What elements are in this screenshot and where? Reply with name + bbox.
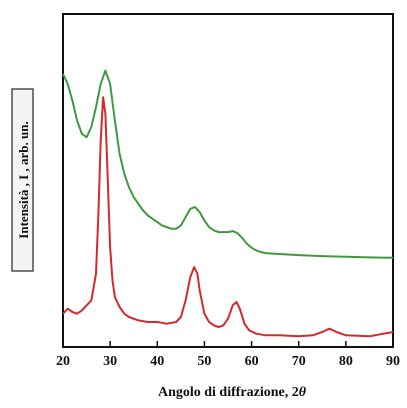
x-tick-label: 60 [245, 354, 259, 369]
y-axis-label: Intensità , I , arb. un. [11, 88, 34, 272]
x-tick-label: 80 [339, 354, 353, 369]
x-tick-label: 40 [150, 354, 164, 369]
x-tick-label: 70 [292, 354, 306, 369]
y-axis-label-text: Intensità , I , arb. un. [16, 121, 31, 238]
series-line-1 [62, 69, 394, 259]
series-line-2 [62, 96, 394, 338]
x-axis-ticks: 20 30 40 50 60 70 80 90 [56, 341, 400, 369]
x-tick-label: 30 [103, 354, 117, 369]
x-axis-title-symbol: θ [299, 385, 307, 400]
x-axis-title: Angolo di diffrazione, 2θ [158, 385, 307, 400]
x-tick-label: 50 [197, 354, 211, 369]
series-layer [62, 69, 394, 338]
x-tick-label: 20 [56, 354, 70, 369]
x-tick-label: 90 [386, 354, 400, 369]
plot-frame [62, 13, 394, 348]
y-axis-label-box [11, 88, 34, 272]
x-axis-title-text: Angolo di diffrazione, 2 [158, 385, 299, 400]
